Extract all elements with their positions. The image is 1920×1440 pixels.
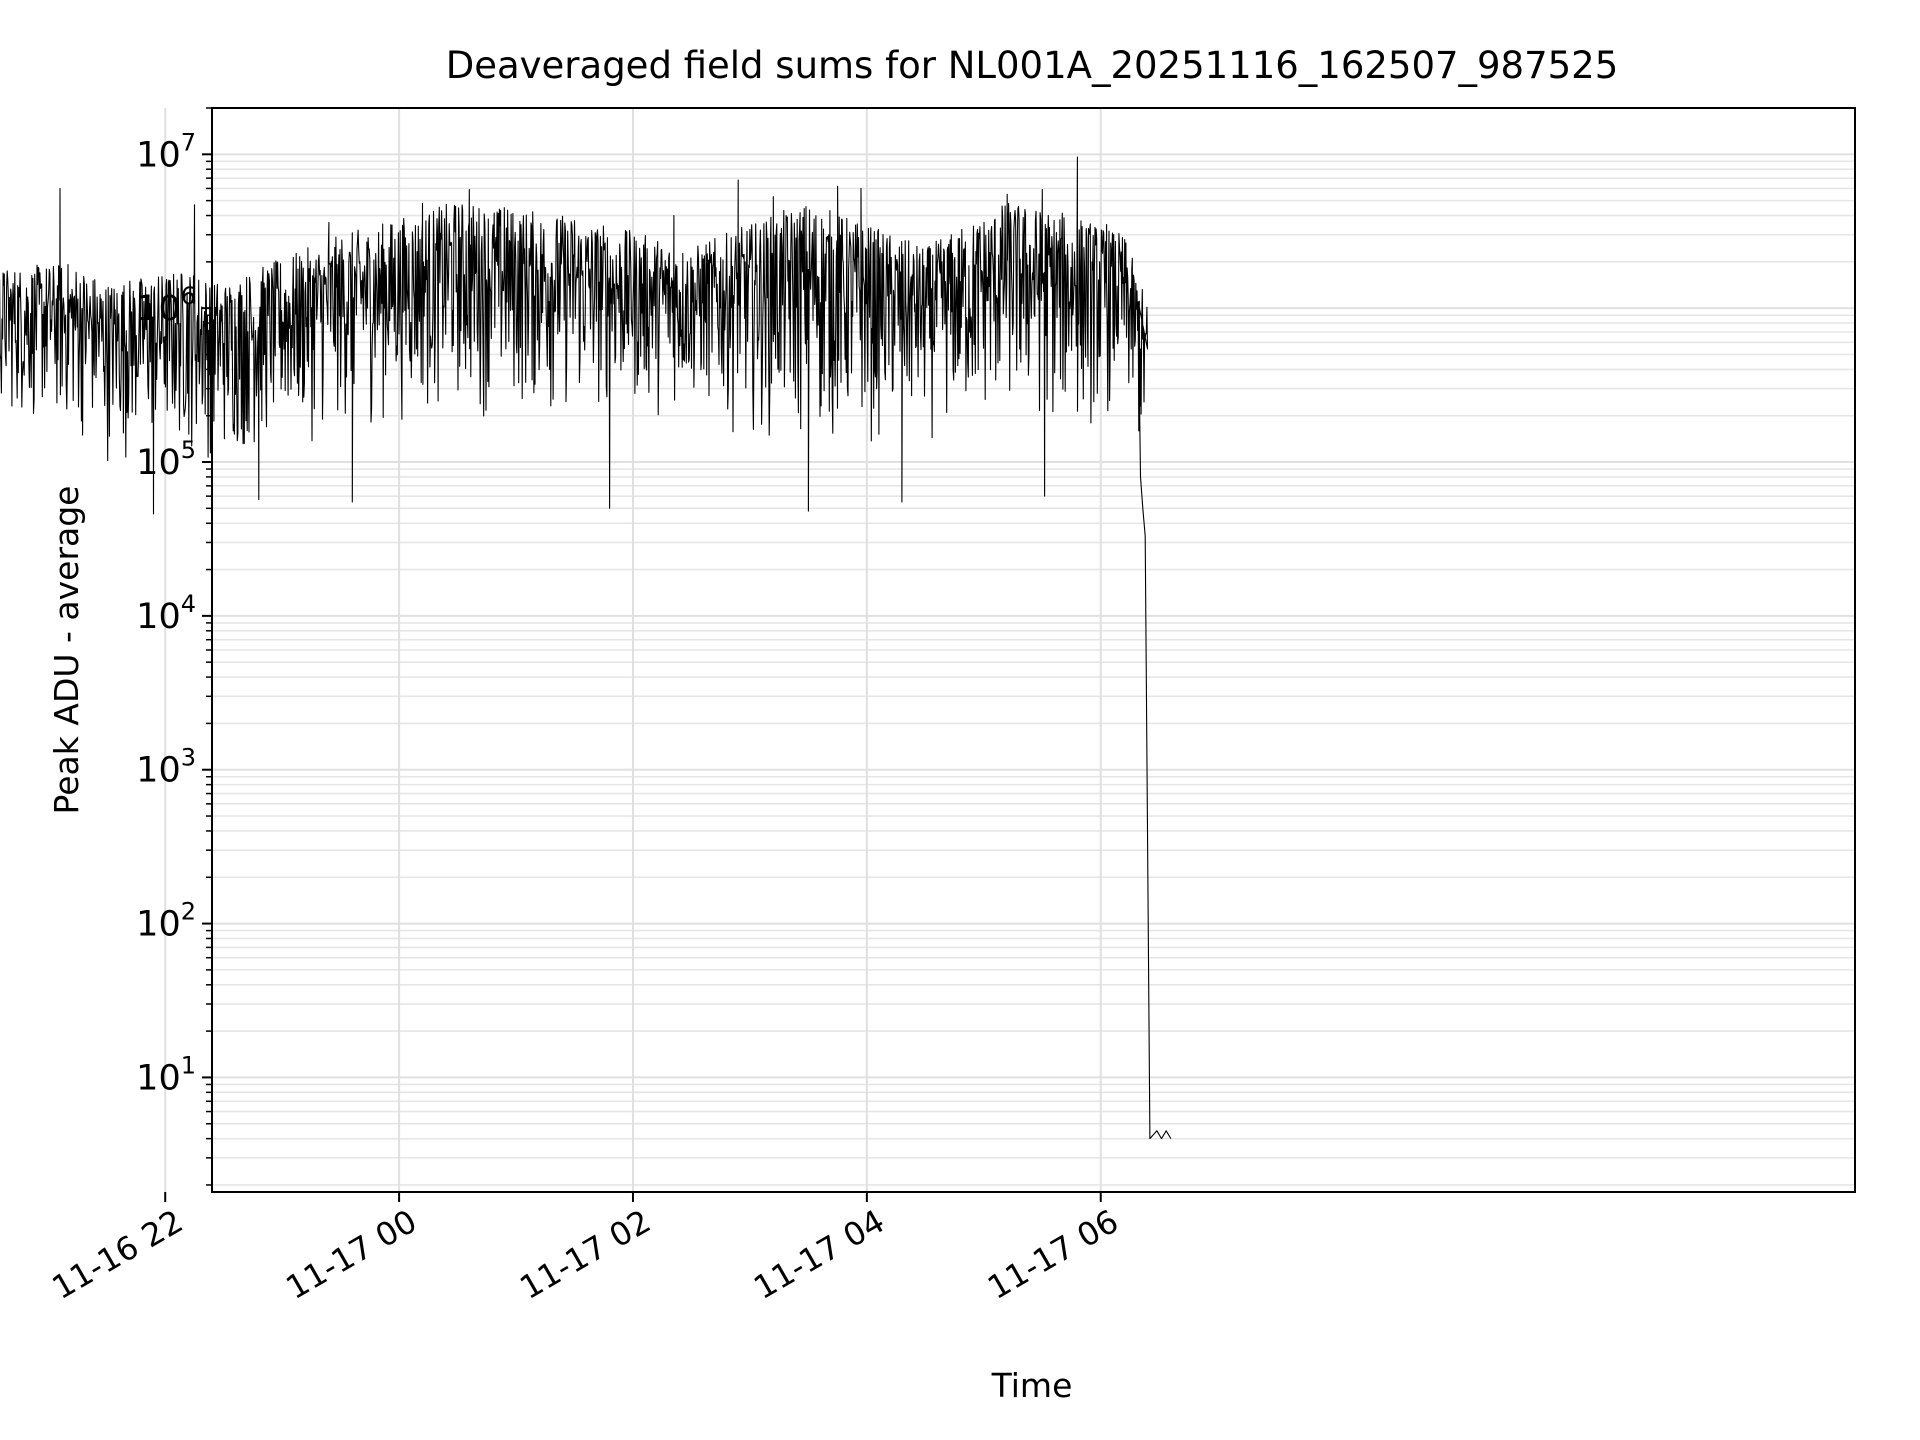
data-series [0, 156, 1172, 1140]
y-tick-label: 103 [136, 744, 196, 791]
grid [164, 107, 1855, 1192]
y-tick-label: 105 [136, 436, 196, 483]
series-line [0, 156, 1172, 1140]
y-tick-label: 107 [136, 128, 196, 175]
y-tick-label: 101 [136, 1051, 196, 1098]
y-axis-label: Peak ADU - average [47, 486, 86, 815]
chart-title: Deaveraged field sums for NL001A_2025111… [446, 44, 1619, 87]
y-tick-label: 102 [136, 898, 196, 945]
x-axis-label: Time [991, 1366, 1073, 1405]
y-tick-label: 106 [136, 282, 196, 329]
y-tick-label: 104 [136, 590, 196, 637]
